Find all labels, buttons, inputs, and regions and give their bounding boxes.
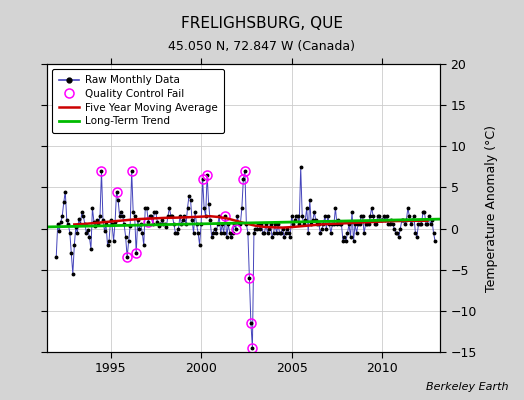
- Text: Berkeley Earth: Berkeley Earth: [426, 382, 508, 392]
- Legend: Raw Monthly Data, Quality Control Fail, Five Year Moving Average, Long-Term Tren: Raw Monthly Data, Quality Control Fail, …: [52, 69, 224, 133]
- Text: 45.050 N, 72.847 W (Canada): 45.050 N, 72.847 W (Canada): [169, 40, 355, 53]
- Text: FRELIGHSBURG, QUE: FRELIGHSBURG, QUE: [181, 16, 343, 31]
- Y-axis label: Temperature Anomaly (°C): Temperature Anomaly (°C): [485, 124, 498, 292]
